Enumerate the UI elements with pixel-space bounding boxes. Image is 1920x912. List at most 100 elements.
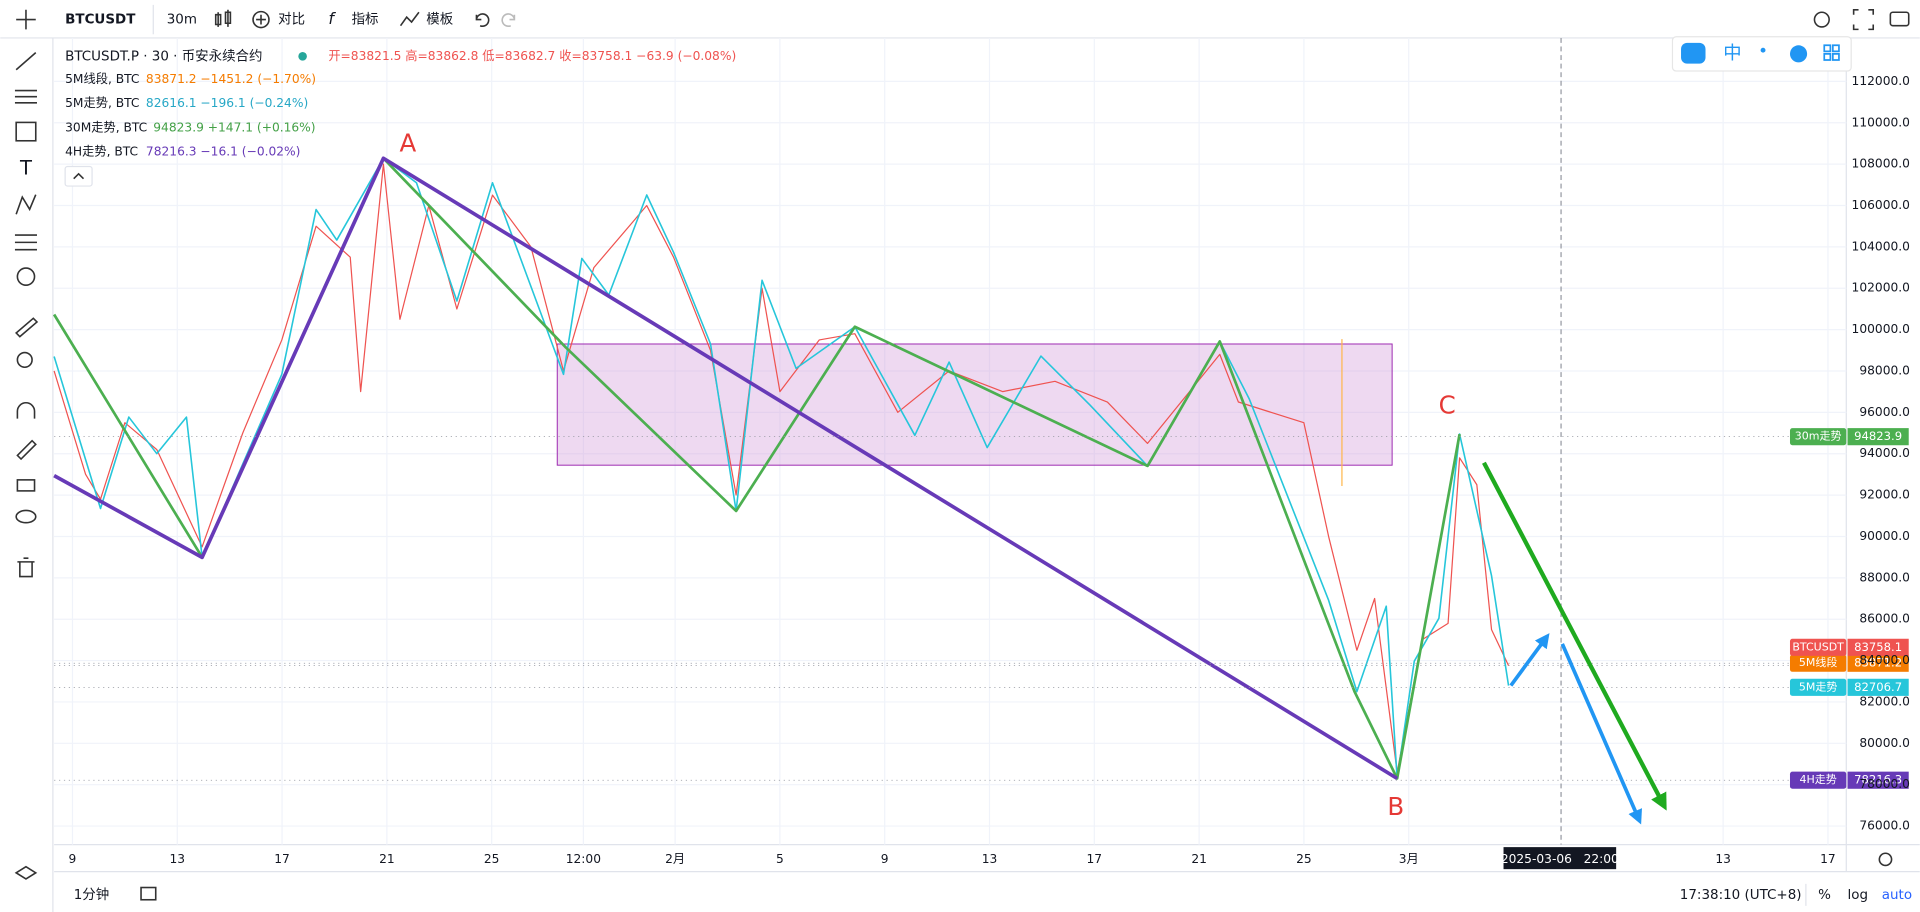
symbol[interactable]: BTCUSDT [65, 13, 136, 28]
redo[interactable] [501, 13, 516, 27]
legend-values: 94823.9 +147.1 (+0.16%) [153, 120, 315, 134]
x-tick-label: 9 [881, 852, 889, 866]
annotation[interactable]: B [1387, 792, 1404, 821]
indicators[interactable]: 指标 [352, 12, 379, 28]
ime-logo[interactable] [1681, 42, 1706, 64]
calendar-icon[interactable] [140, 886, 157, 901]
auto-toggle[interactable]: auto [1882, 888, 1912, 903]
interval[interactable]: 30m [167, 13, 197, 28]
compare-icon[interactable] [252, 10, 270, 29]
x-tick-label: 25 [484, 852, 500, 866]
legend-label: 5M线段, BTC [65, 71, 139, 86]
tool-line[interactable] [15, 52, 37, 71]
ime-widget: 中 [1671, 36, 1852, 72]
annotation[interactable]: C [1439, 390, 1456, 419]
tool-layers[interactable] [14, 865, 38, 880]
y-tick-label: 104000.0 [1852, 239, 1910, 253]
legend-symbol: BTCUSDT.P · 30 · 币安永续合约 [65, 48, 262, 64]
y-tick-label: 98000.0 [1859, 363, 1910, 377]
tool-lock[interactable] [16, 479, 36, 492]
tool-shape[interactable] [15, 121, 37, 142]
legend: BTCUSDT.P · 30 · 币安永续合约 开=83821.5 高=8386… [64, 48, 736, 187]
collapse-button[interactable] [64, 165, 93, 187]
price-badges: 5M线段 83871.2 BTCUSDT 83758.1 5M走势 82706.7 30m走… [1789, 428, 1909, 789]
ime-punct[interactable] [1760, 47, 1766, 53]
zigzag-line [53, 156, 1399, 781]
y-tick-label: 110000.0 [1852, 115, 1910, 129]
y-tick-label: 102000.0 [1852, 281, 1910, 295]
x-tick-label: 3月 [1399, 852, 1419, 866]
x-tick-label: 21 [1191, 852, 1207, 866]
axis-settings[interactable] [1878, 852, 1893, 867]
y-tick-label: 78000.0 [1859, 777, 1910, 791]
templates[interactable]: 模板 [426, 12, 453, 28]
tool-text-icon[interactable]: T [19, 156, 33, 179]
plot [52, 156, 1847, 781]
range-box[interactable] [556, 343, 1393, 466]
log-toggle[interactable]: log [1848, 888, 1869, 903]
left-toolbar: T [14, 52, 39, 880]
x-tick-label: 2月 [665, 852, 685, 866]
fullscreen[interactable] [1852, 8, 1875, 31]
y-tick-label: 108000.0 [1852, 157, 1910, 171]
badge-value-bg [1847, 428, 1909, 446]
grid [54, 37, 1847, 845]
x-tick-label: 17 [274, 852, 290, 866]
clock: 17:38:10 (UTC+8) [1680, 888, 1802, 903]
projection-arrow[interactable] [1560, 643, 1642, 825]
tool-eye[interactable] [15, 509, 37, 524]
tool-ruler[interactable] [15, 317, 39, 338]
y-tick-label: 88000.0 [1859, 570, 1910, 584]
ime-menu[interactable] [1823, 44, 1840, 61]
footer-interval[interactable]: 1分钟 [74, 886, 109, 903]
x-tick-label: 9 [69, 852, 77, 866]
x-tick-label: 12:00 [566, 852, 601, 866]
y-tick-label: 96000.0 [1859, 405, 1910, 419]
legend-values: 83871.2 −1451.2 (−1.70%) [146, 72, 316, 86]
badge-label-bg [1789, 654, 1847, 672]
screenshot[interactable] [1889, 11, 1910, 27]
tool-emoji[interactable] [16, 267, 36, 287]
legend-label: 4H走势, BTC [65, 144, 138, 158]
x-tick-label: 21 [379, 852, 395, 866]
legend-label: 5M走势, BTC [65, 96, 139, 110]
y-tick-label: 90000.0 [1859, 529, 1910, 543]
badge-value-bg [1847, 771, 1909, 789]
ime-lang[interactable]: 中 [1723, 43, 1741, 64]
x-tick-label: 17 [1087, 852, 1103, 866]
crosshair-icon[interactable] [16, 9, 36, 30]
badge-value-bg [1847, 678, 1909, 696]
tool-magnet[interactable] [16, 401, 36, 419]
compare[interactable]: 对比 [278, 12, 305, 28]
badge-label-bg [1789, 678, 1847, 696]
x-tick-label: 17 [1820, 852, 1836, 866]
fx-icon[interactable]: f [328, 9, 336, 28]
tool-forecast[interactable] [14, 234, 37, 251]
x-tick-label: 13 [169, 852, 185, 866]
projection-arrow[interactable] [1509, 633, 1550, 687]
zigzag-line [53, 157, 1510, 780]
ime-skin[interactable] [1789, 45, 1808, 63]
x-tick-label: 13 [1715, 852, 1731, 866]
tool-pencil[interactable] [16, 439, 37, 461]
tool-pattern[interactable] [15, 194, 37, 215]
chart-type-icon[interactable] [214, 9, 232, 27]
tool-fib[interactable] [14, 89, 37, 104]
y-tick-label: 84000.0 [1859, 653, 1910, 667]
top-toolbar: BTCUSDT 30m 对比 f 指标 模板 [16, 4, 1910, 35]
template-icon[interactable] [399, 11, 420, 27]
tool-delete[interactable] [17, 557, 35, 578]
tool-zoom[interactable] [16, 351, 33, 369]
percent-toggle[interactable]: % [1818, 888, 1831, 903]
badge-label: BTCUSDT [1792, 640, 1844, 653]
annotation[interactable]: A [400, 128, 417, 157]
status-dot [298, 52, 307, 61]
settings[interactable] [1813, 11, 1830, 28]
y-tick-label: 82000.0 [1859, 694, 1910, 708]
undo[interactable] [475, 13, 490, 27]
y-tick-label: 100000.0 [1852, 322, 1910, 336]
projection-arrow[interactable] [1482, 461, 1667, 811]
